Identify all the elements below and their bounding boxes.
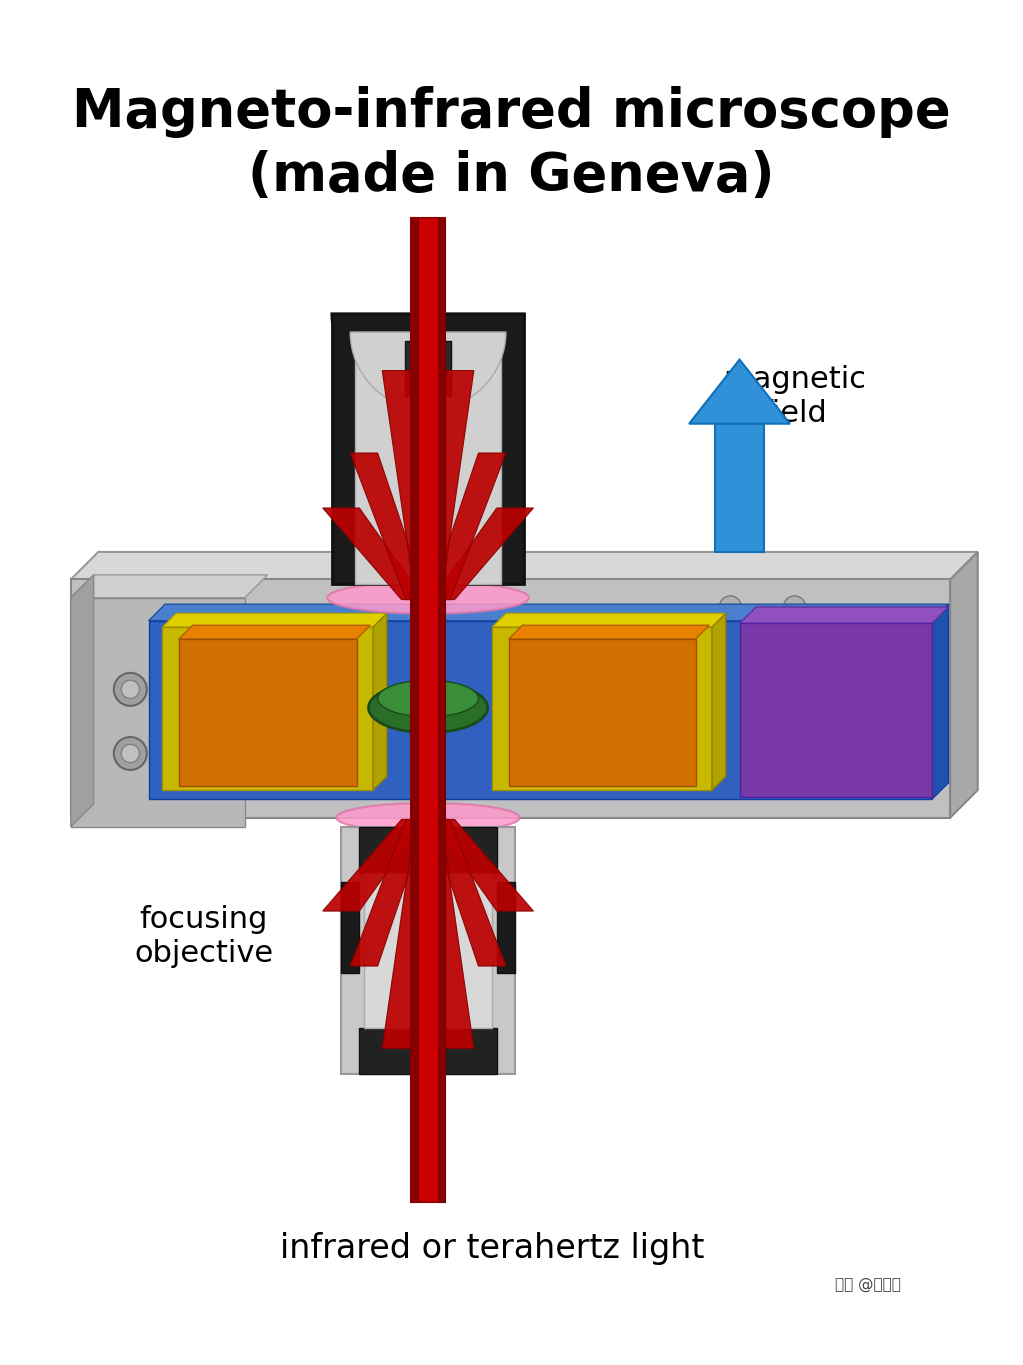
Polygon shape bbox=[373, 613, 387, 790]
Polygon shape bbox=[71, 575, 94, 827]
Polygon shape bbox=[426, 819, 474, 1048]
Polygon shape bbox=[950, 551, 978, 818]
Polygon shape bbox=[322, 508, 425, 599]
Polygon shape bbox=[383, 370, 431, 599]
Text: superconducting
magnet: superconducting magnet bbox=[670, 662, 920, 718]
Text: magnetic
field: magnetic field bbox=[723, 364, 866, 427]
Ellipse shape bbox=[377, 680, 479, 717]
Polygon shape bbox=[341, 882, 359, 973]
Polygon shape bbox=[715, 423, 764, 551]
Polygon shape bbox=[438, 217, 445, 1203]
Polygon shape bbox=[350, 819, 428, 966]
Polygon shape bbox=[508, 625, 709, 639]
Wedge shape bbox=[331, 314, 524, 409]
Polygon shape bbox=[322, 819, 425, 910]
Polygon shape bbox=[71, 551, 978, 579]
Polygon shape bbox=[429, 819, 506, 966]
Polygon shape bbox=[410, 217, 445, 1203]
Polygon shape bbox=[341, 827, 516, 1074]
Text: focusing
objective: focusing objective bbox=[134, 905, 273, 968]
Polygon shape bbox=[383, 819, 431, 1048]
Ellipse shape bbox=[176, 621, 331, 666]
Polygon shape bbox=[740, 624, 932, 797]
Ellipse shape bbox=[327, 581, 529, 614]
Polygon shape bbox=[179, 625, 370, 639]
Polygon shape bbox=[71, 598, 244, 827]
Circle shape bbox=[719, 597, 742, 618]
Polygon shape bbox=[429, 453, 506, 599]
Polygon shape bbox=[350, 453, 428, 599]
Text: (made in Geneva): (made in Geneva) bbox=[249, 150, 774, 202]
Polygon shape bbox=[331, 314, 524, 584]
Polygon shape bbox=[740, 607, 948, 624]
Polygon shape bbox=[426, 370, 474, 599]
Text: infrared or terahertz light: infrared or terahertz light bbox=[280, 1231, 705, 1265]
Polygon shape bbox=[497, 882, 516, 973]
Polygon shape bbox=[163, 627, 373, 790]
Text: Magneto-infrared microscope: Magneto-infrared microscope bbox=[72, 86, 950, 138]
Polygon shape bbox=[492, 613, 725, 627]
Polygon shape bbox=[148, 605, 948, 621]
Polygon shape bbox=[508, 639, 696, 786]
Ellipse shape bbox=[337, 803, 520, 833]
Polygon shape bbox=[359, 1028, 497, 1074]
Polygon shape bbox=[359, 827, 497, 872]
Polygon shape bbox=[712, 613, 725, 790]
Polygon shape bbox=[432, 508, 533, 599]
Polygon shape bbox=[355, 332, 501, 584]
Polygon shape bbox=[432, 819, 533, 910]
Circle shape bbox=[121, 680, 139, 699]
Circle shape bbox=[114, 737, 147, 770]
Polygon shape bbox=[405, 341, 451, 396]
Polygon shape bbox=[690, 359, 790, 423]
Polygon shape bbox=[932, 605, 948, 800]
Circle shape bbox=[121, 744, 139, 763]
Text: 头条 @博科园: 头条 @博科园 bbox=[835, 1278, 900, 1293]
Polygon shape bbox=[364, 872, 492, 1028]
Polygon shape bbox=[71, 575, 268, 598]
Polygon shape bbox=[148, 621, 932, 800]
Wedge shape bbox=[350, 332, 506, 410]
Polygon shape bbox=[179, 639, 357, 786]
Circle shape bbox=[784, 597, 805, 618]
Circle shape bbox=[114, 673, 147, 706]
Polygon shape bbox=[492, 627, 712, 790]
Polygon shape bbox=[71, 579, 950, 818]
Polygon shape bbox=[410, 217, 418, 1203]
Polygon shape bbox=[163, 613, 387, 627]
Ellipse shape bbox=[163, 616, 346, 672]
Ellipse shape bbox=[368, 682, 488, 733]
